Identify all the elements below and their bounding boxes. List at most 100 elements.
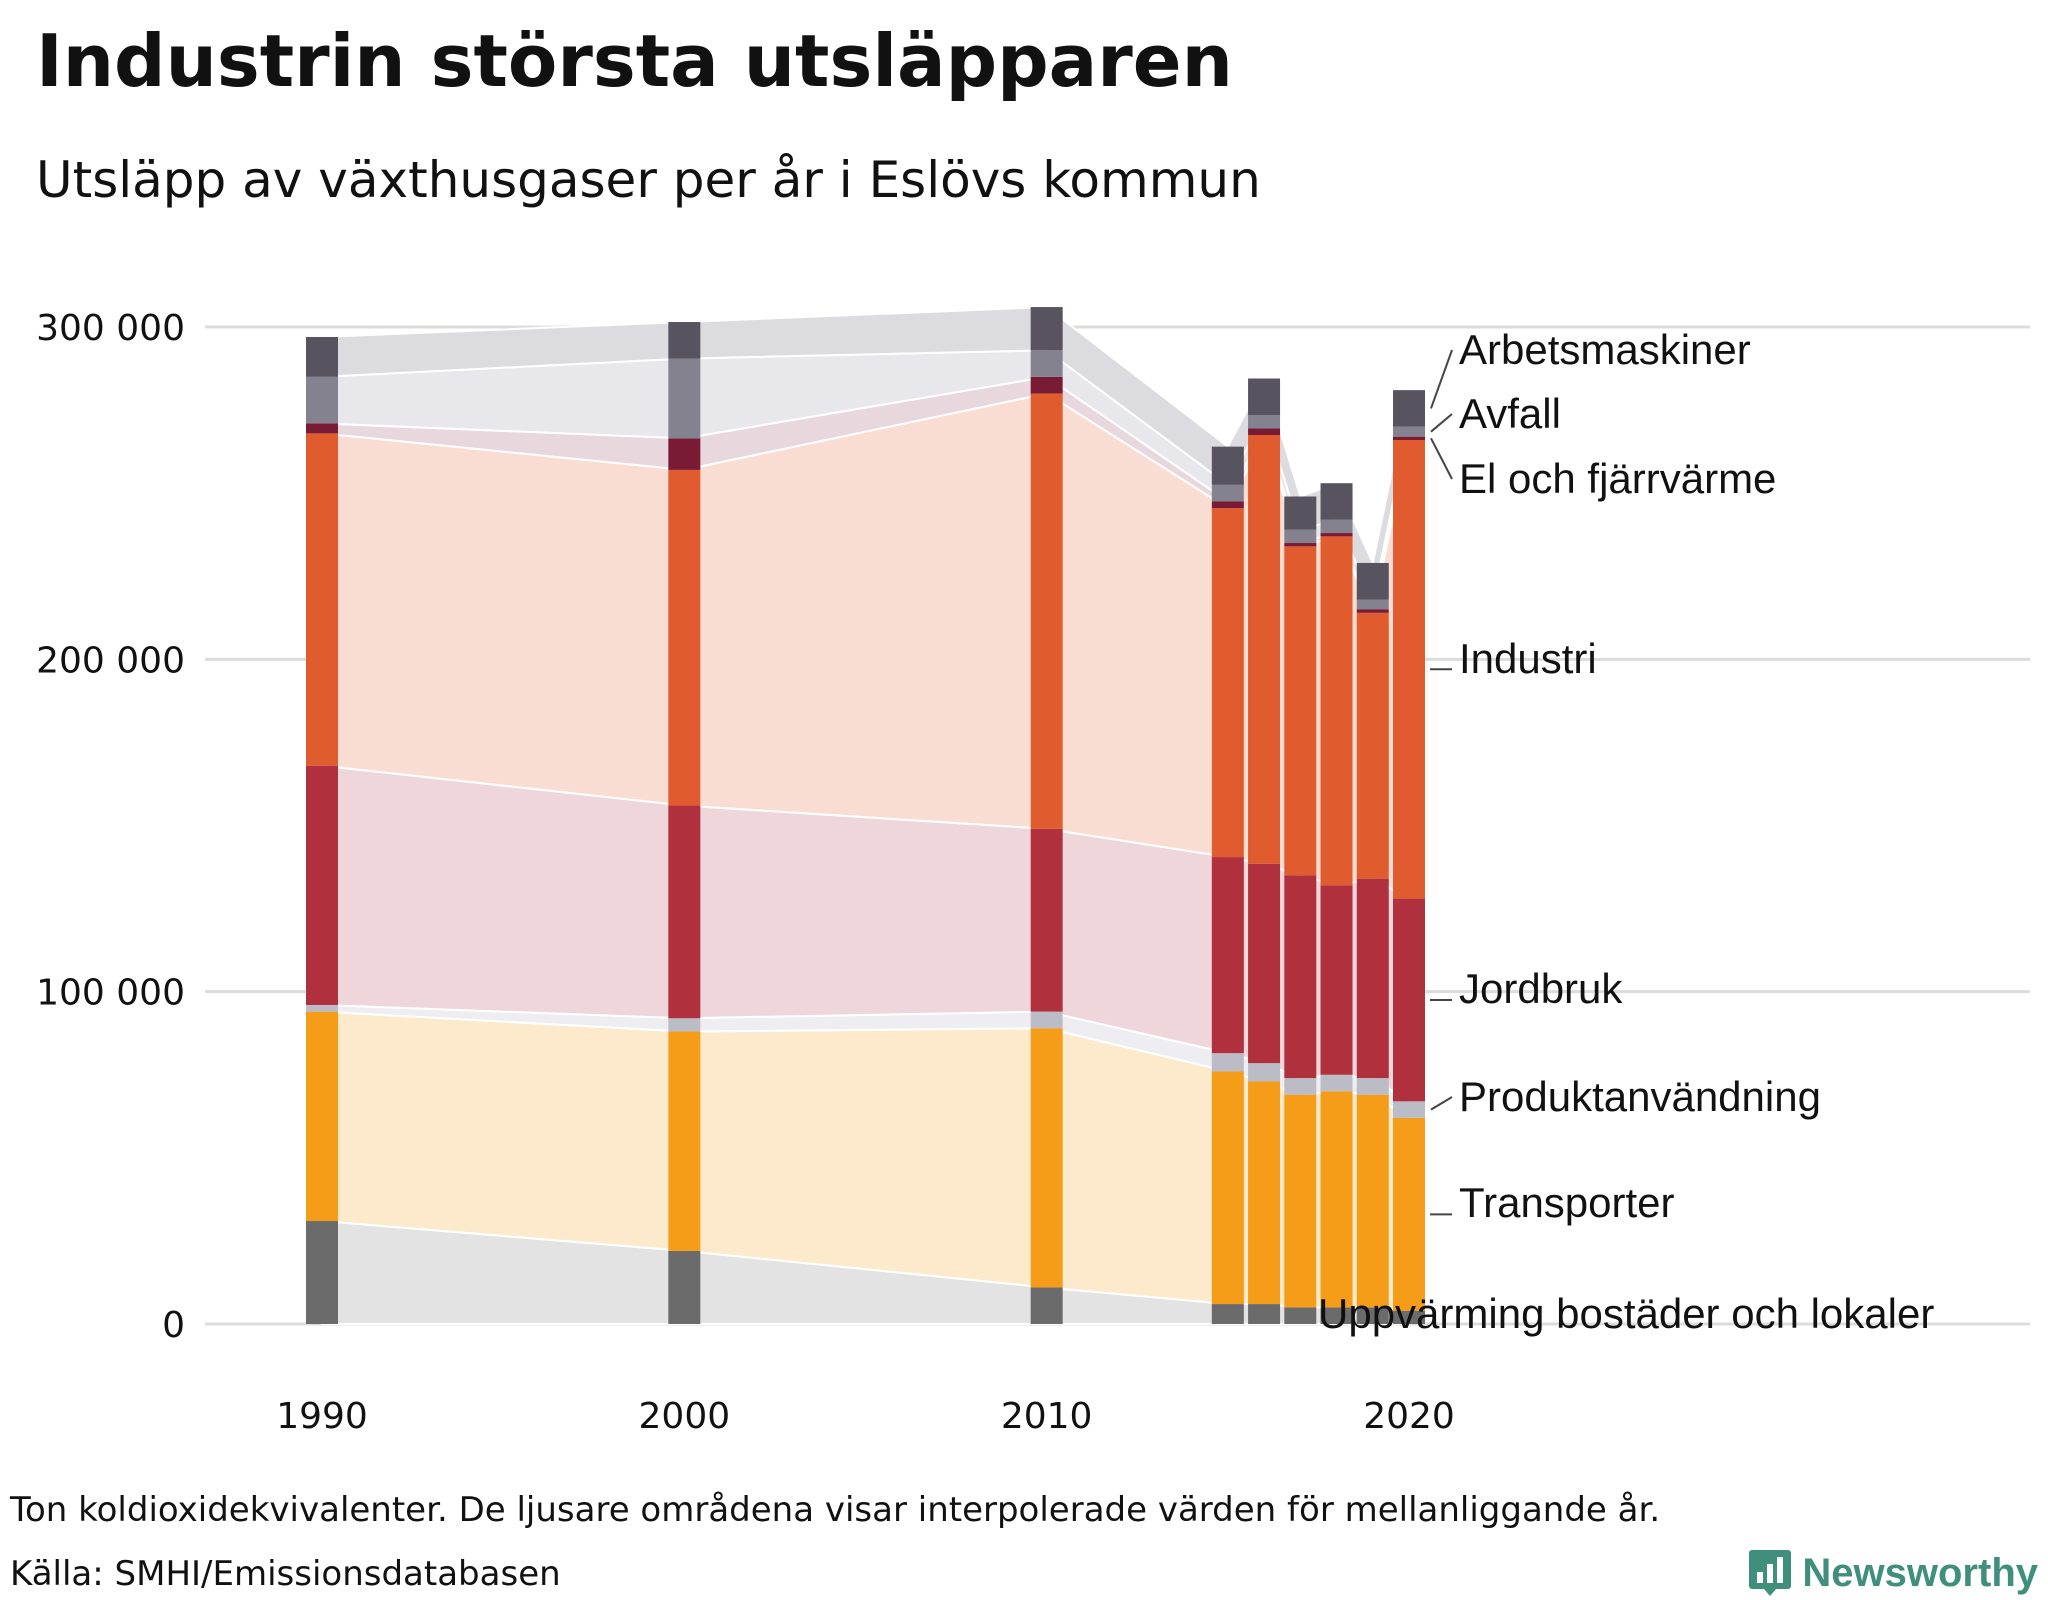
bar-segment xyxy=(306,423,338,434)
x-tick-label: 2000 xyxy=(639,1396,731,1437)
bar-segment xyxy=(1356,1094,1389,1308)
bar-segment xyxy=(1211,857,1244,1054)
bar-chart-icon xyxy=(1749,1550,1792,1596)
bar-segment xyxy=(1356,562,1389,600)
bar-segment xyxy=(1248,1063,1281,1082)
x-tick-label: 2010 xyxy=(1001,1396,1093,1437)
y-tick-label: 100 000 xyxy=(36,973,185,1014)
bar-segment xyxy=(1393,1310,1425,1324)
bar-segment xyxy=(1211,1304,1244,1324)
bar-segment xyxy=(668,805,701,1019)
leader-line xyxy=(1430,413,1453,433)
bar-segment xyxy=(1356,612,1389,879)
bar-segment xyxy=(1393,898,1425,1102)
bar-segment xyxy=(1284,1078,1317,1095)
bar-segment xyxy=(306,433,338,766)
bar-segment xyxy=(668,358,701,439)
bar-segment xyxy=(1356,609,1389,613)
bar-segment xyxy=(1320,1074,1353,1092)
bar-segment xyxy=(668,322,701,359)
footer-note: Ton koldioxidekvivalenter. De ljusare om… xyxy=(10,1490,1661,1530)
bar-segment xyxy=(1284,1094,1317,1308)
bar-segment xyxy=(1284,1307,1317,1324)
y-tick-label: 200 000 xyxy=(36,640,185,681)
bar-segment xyxy=(306,765,338,1005)
bar-segment xyxy=(1284,543,1317,547)
bar-segment xyxy=(1284,875,1317,1079)
chart-title: Industrin största utsläpparen xyxy=(36,19,1233,103)
bar-segment xyxy=(1211,446,1244,485)
bar-segment xyxy=(1030,1287,1063,1324)
x-axis-ticks: 1990 2000 2010 2020 xyxy=(276,1396,1455,1437)
bar-segment xyxy=(1284,546,1317,876)
bar-segment xyxy=(1030,1011,1063,1029)
bar-segment xyxy=(1393,426,1425,437)
series-label: Avfall xyxy=(1459,390,1561,437)
series-label: Jordbruk xyxy=(1459,965,1623,1012)
bars xyxy=(306,307,1425,1324)
bar-segment xyxy=(1393,390,1425,427)
series-label: Transporter xyxy=(1459,1179,1675,1226)
bar-segment xyxy=(1356,878,1389,1079)
brand-name: Newsworthy xyxy=(1802,1550,2038,1595)
bar-segment xyxy=(1030,376,1063,394)
bar-segment xyxy=(1356,1307,1389,1324)
bar-segment xyxy=(668,1031,701,1251)
y-tick-label: 300 000 xyxy=(36,308,185,349)
bar-segment xyxy=(1284,529,1317,544)
bar-segment xyxy=(1356,599,1389,610)
bar-segment xyxy=(1248,435,1281,864)
bar-segment xyxy=(668,1018,701,1032)
series-label: El och fjärrvärme xyxy=(1459,455,1776,502)
bar-segment xyxy=(1030,307,1063,351)
bar-segment xyxy=(1248,415,1281,429)
bar-segment xyxy=(306,376,338,424)
bar-segment xyxy=(1248,1081,1281,1305)
bar-segment xyxy=(1211,501,1244,509)
y-axis-ticks: 0 100 000 200 000 300 000 xyxy=(36,308,185,1346)
leader-line xyxy=(1430,437,1453,480)
bar-segment xyxy=(1320,1091,1353,1308)
bar-segment xyxy=(1211,1053,1244,1072)
bar-segment xyxy=(1320,483,1353,520)
bar-segment xyxy=(1393,1101,1425,1118)
bar-segment xyxy=(1320,519,1353,534)
bar-segment xyxy=(306,1004,338,1012)
bar-segment xyxy=(1248,378,1281,416)
bar-segment xyxy=(1030,1028,1063,1288)
bar-segment xyxy=(1248,428,1281,436)
bar-segment xyxy=(1030,350,1063,377)
series-label: Industri xyxy=(1459,635,1597,682)
bar-segment xyxy=(1248,1304,1281,1324)
leader-line xyxy=(1430,349,1453,409)
x-tick-label: 1990 xyxy=(276,1396,368,1437)
y-tick-label: 0 xyxy=(162,1305,185,1346)
chart-subtitle: Utsläpp av växthusgaser per år i Eslövs … xyxy=(36,151,1261,209)
bar-segment xyxy=(1284,496,1317,530)
bar-segment xyxy=(1356,1078,1389,1095)
bar-segment xyxy=(306,336,338,377)
x-tick-label: 2020 xyxy=(1363,1396,1455,1437)
bar-segment xyxy=(1248,863,1281,1064)
series-label: Arbetsmaskiner xyxy=(1459,326,1751,373)
bar-segment xyxy=(1320,536,1353,886)
bar-segment xyxy=(668,438,701,470)
bar-segment xyxy=(1393,1117,1425,1311)
bar-segment xyxy=(306,1011,338,1221)
interpolation-bands xyxy=(321,306,1410,1325)
bar-segment xyxy=(1211,508,1244,858)
footer-source: Källa: SMHI/Emissionsdatabasen xyxy=(10,1554,561,1594)
brand-logo: Newsworthy xyxy=(1748,1548,2038,1598)
series-label: Produktanvändning xyxy=(1459,1073,1821,1120)
bar-segment xyxy=(668,1250,701,1324)
leader-line xyxy=(1430,1096,1453,1111)
bar-segment xyxy=(1393,436,1425,440)
bar-segment xyxy=(1320,1307,1353,1324)
bar-segment xyxy=(1211,484,1244,502)
bar-segment xyxy=(1320,533,1353,537)
series-labels: Uppvärming bostäder och lokaler Transport… xyxy=(1318,326,1934,1337)
bar-segment xyxy=(668,469,701,806)
bar-segment xyxy=(1320,885,1353,1075)
series-label: Uppvärming bostäder och lokaler xyxy=(1318,1290,1934,1337)
